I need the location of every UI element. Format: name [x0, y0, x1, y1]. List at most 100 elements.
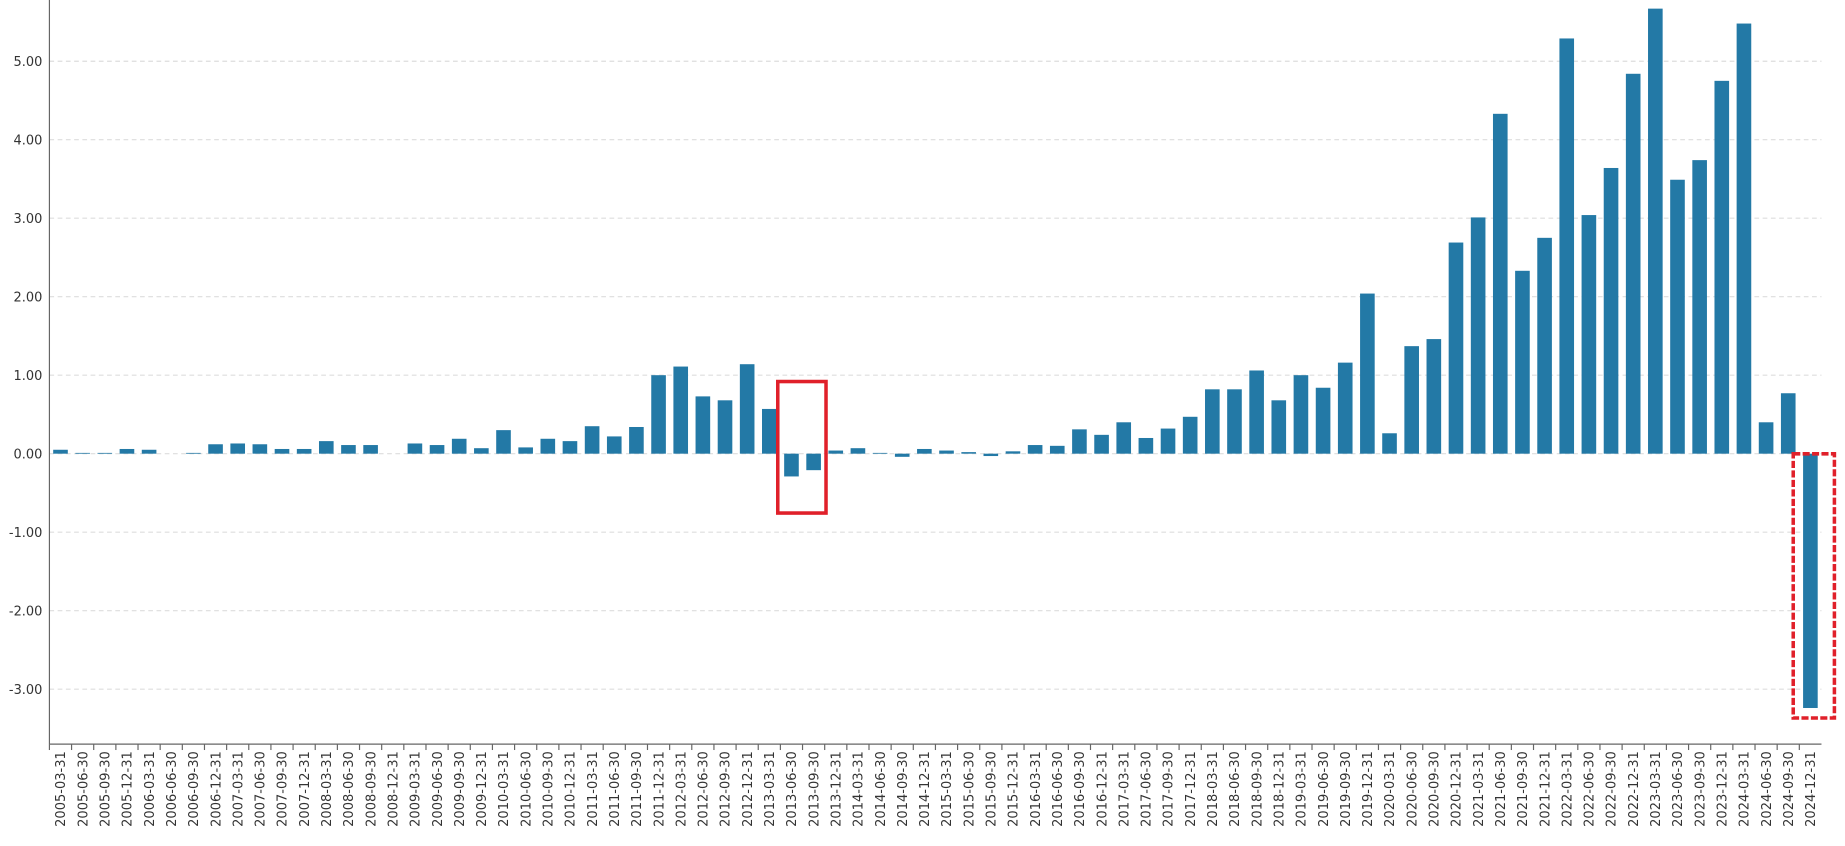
bar — [850, 448, 866, 454]
bar — [141, 449, 157, 454]
highlight-box — [776, 379, 828, 515]
x-tick-label: 2019-06-30 — [1317, 751, 1332, 827]
bar — [1404, 346, 1419, 454]
x-tick-label: 2023-12-31 — [1716, 751, 1731, 827]
x-tick-label: 2018-03-31 — [1206, 751, 1221, 827]
x-tick-label: 2012-06-30 — [697, 751, 712, 827]
bar — [1382, 433, 1397, 454]
bar — [806, 453, 821, 471]
x-tick-label: 2023-09-30 — [1693, 751, 1708, 827]
bar — [1227, 389, 1242, 454]
bar — [1603, 167, 1619, 454]
x-tick-label: 2013-12-31 — [830, 751, 845, 827]
x-tick-label: 2016-03-31 — [1029, 751, 1044, 827]
x-tick-label: 2022-09-30 — [1605, 751, 1620, 827]
bar — [762, 408, 777, 454]
bar — [1337, 362, 1353, 454]
bar — [1293, 375, 1309, 454]
x-tick-label: 2015-06-30 — [962, 751, 977, 827]
x-tick-label: 2008-09-30 — [364, 751, 379, 827]
bar — [1072, 429, 1087, 454]
x-tick-label: 2015-09-30 — [985, 751, 1000, 827]
x-tick-label: 2005-06-30 — [76, 751, 91, 827]
x-tick-label: 2005-03-31 — [54, 751, 69, 827]
bar — [53, 449, 68, 454]
bar — [1625, 73, 1641, 454]
bar — [1360, 293, 1375, 454]
bar — [1094, 434, 1109, 454]
x-tick-label: 2014-09-30 — [896, 751, 911, 827]
bar — [1205, 389, 1220, 454]
x-tick-label: 2020-12-31 — [1450, 751, 1465, 827]
x-tick-label: 2017-09-30 — [1162, 751, 1177, 827]
bar — [1515, 270, 1530, 454]
x-tick-label: 2020-09-30 — [1428, 751, 1443, 827]
x-tick-label: 2007-06-30 — [254, 751, 269, 827]
x-tick-label: 2017-12-31 — [1184, 751, 1199, 827]
x-tick-label: 2018-12-31 — [1273, 751, 1288, 827]
x-tick-label: 2007-09-30 — [276, 751, 291, 827]
bar — [562, 441, 578, 454]
x-tick-label: 2016-06-30 — [1051, 751, 1066, 827]
x-tick-label: 2022-03-31 — [1560, 751, 1575, 827]
bar — [1780, 393, 1796, 454]
bar — [1803, 453, 1818, 708]
x-tick-label: 2021-12-31 — [1538, 751, 1553, 827]
bar — [1714, 80, 1730, 454]
x-tick-label: 2009-06-30 — [431, 751, 446, 827]
highlight-box — [1791, 452, 1837, 720]
bar — [584, 426, 600, 454]
bar — [1448, 242, 1464, 454]
bar — [186, 452, 201, 454]
bar — [451, 438, 467, 454]
bar — [939, 450, 954, 454]
x-tick-label: 2018-06-30 — [1228, 751, 1243, 827]
x-tick-label: 2024-12-31 — [1804, 751, 1819, 827]
x-tick-label: 2019-09-30 — [1339, 751, 1354, 827]
x-tick-label: 2010-09-30 — [542, 751, 557, 827]
bar — [318, 441, 334, 454]
bar — [274, 448, 290, 454]
bar — [341, 445, 356, 454]
bar — [894, 453, 910, 457]
bar — [1581, 215, 1597, 454]
bar — [872, 452, 888, 454]
x-tick-label: 2007-03-31 — [231, 751, 246, 827]
y-tick-label: -3.00 — [9, 683, 42, 698]
x-tick-label: 2005-09-30 — [99, 751, 114, 827]
bar — [1027, 445, 1043, 454]
x-tick-label: 2013-09-30 — [807, 751, 822, 827]
x-tick-label: 2023-06-30 — [1671, 751, 1686, 827]
x-tick-label: 2008-12-31 — [386, 751, 401, 827]
bar — [1249, 370, 1264, 454]
bar — [1470, 217, 1486, 454]
x-tick-label: 2012-03-31 — [674, 751, 689, 827]
bar — [296, 448, 312, 454]
bar — [983, 453, 999, 457]
x-tick-label: 2020-03-31 — [1383, 751, 1398, 827]
x-tick-label: 2014-12-31 — [918, 751, 933, 827]
x-tick-label: 2011-09-30 — [630, 751, 645, 827]
x-tick-label: 2010-12-31 — [564, 751, 579, 827]
x-tick-label: 2016-09-30 — [1073, 751, 1088, 827]
x-tick-label: 2009-12-31 — [475, 751, 490, 827]
x-tick-label: 2017-03-31 — [1117, 751, 1132, 827]
bar — [496, 430, 511, 454]
x-tick-label: 2011-12-31 — [652, 751, 667, 827]
bar — [1670, 179, 1685, 454]
y-tick-label: -1.00 — [9, 526, 42, 541]
x-tick-label: 2015-12-31 — [1007, 751, 1022, 827]
bar — [784, 453, 799, 477]
bar — [717, 400, 733, 454]
bar — [1271, 400, 1287, 454]
bar — [474, 448, 489, 454]
x-tick-label: 2020-06-30 — [1405, 751, 1420, 827]
bar — [1492, 113, 1508, 454]
x-tick-label: 2016-12-31 — [1095, 751, 1110, 827]
x-tick-label: 2013-06-30 — [785, 751, 800, 827]
x-tick-label: 2017-06-30 — [1140, 751, 1155, 827]
x-tick-label: 2024-09-30 — [1782, 751, 1797, 827]
y-tick-label: -2.00 — [9, 604, 42, 619]
x-tick-label: 2011-03-31 — [586, 751, 601, 827]
